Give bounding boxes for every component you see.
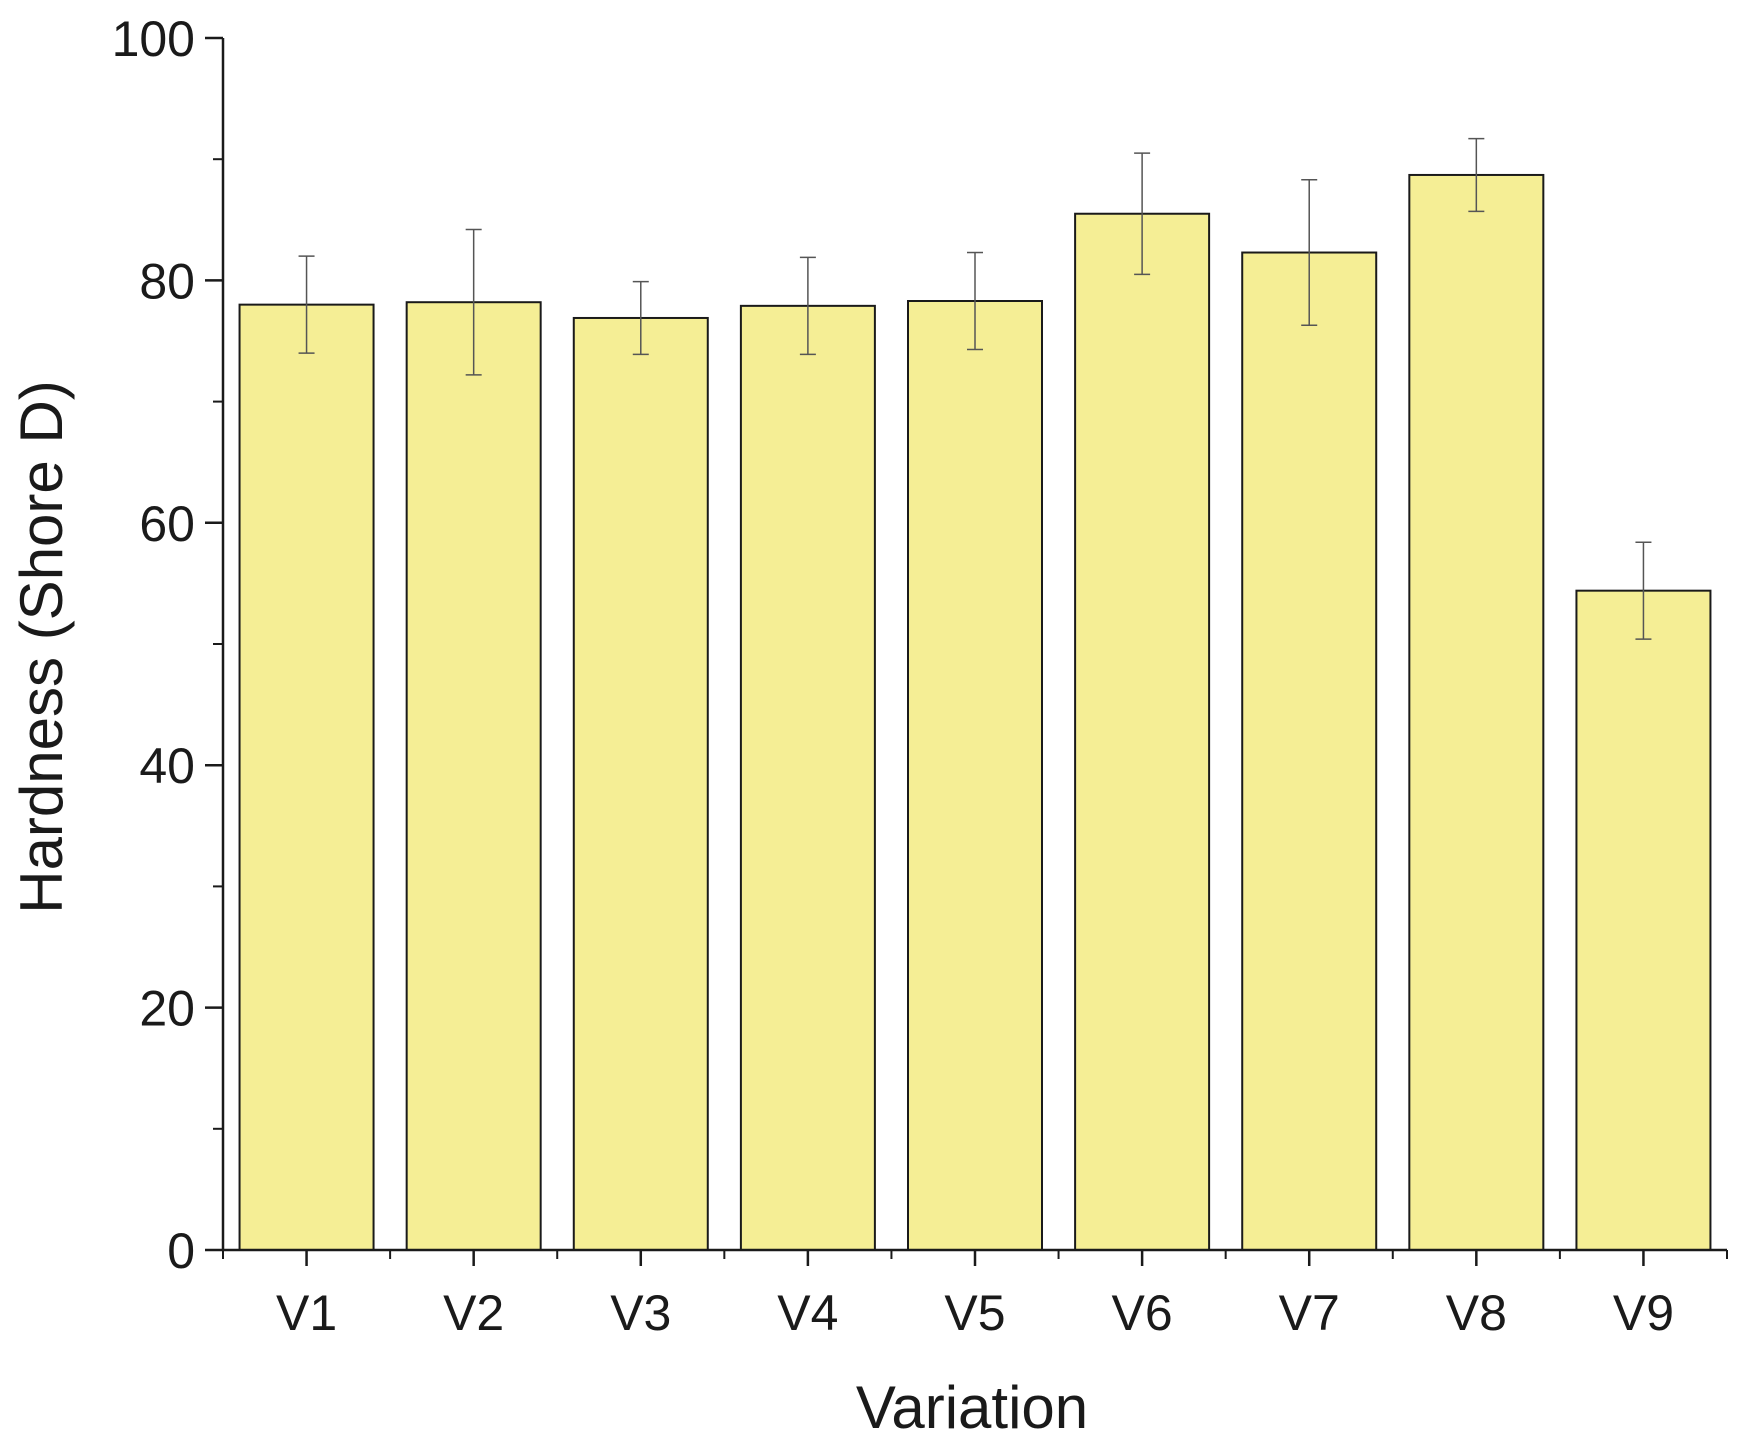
y-tick-label-0: 0: [167, 1223, 195, 1279]
tick-labels-group: V1 V2 V3 V4 V5 V6 V7 V8 V9 0 20 40 60 80 100: [112, 11, 1674, 1341]
error-bar-v4: [799, 256, 816, 356]
error-bar-v8: [1468, 137, 1485, 213]
error-bar-v3: [632, 280, 649, 356]
bar-v1: [238, 303, 375, 1251]
x-tick-label-v8: V8: [1446, 1285, 1507, 1341]
y-tick-label-60: 60: [139, 496, 195, 552]
error-bar-v9: [1635, 541, 1652, 640]
x-tick-label-v5: V5: [944, 1285, 1005, 1341]
bar-v2: [405, 301, 542, 1251]
bar-v8: [1408, 173, 1545, 1251]
x-tick-label-v3: V3: [610, 1285, 671, 1341]
error-bar-v1: [298, 255, 315, 354]
y-tick-label-40: 40: [139, 738, 195, 794]
x-tick-label-v9: V9: [1613, 1285, 1674, 1341]
axes-group: [205, 36, 1728, 1266]
y-tick-label-80: 80: [139, 253, 195, 309]
x-tick-label-v7: V7: [1279, 1285, 1340, 1341]
y-tick-label-20: 20: [139, 981, 195, 1037]
bar-v9: [1575, 589, 1712, 1251]
x-axis-title: Variation: [856, 1374, 1088, 1441]
bar-v5: [907, 300, 1043, 1251]
bar-v6: [1074, 212, 1211, 1252]
x-tick-label-v1: V1: [276, 1285, 337, 1341]
error-bar-v2: [465, 228, 482, 376]
y-tick-label-100: 100: [112, 11, 195, 67]
bar-v4: [739, 304, 876, 1251]
bar-v7: [1241, 251, 1378, 1252]
x-tick-label-v6: V6: [1112, 1285, 1173, 1341]
error-bar-v7: [1301, 179, 1318, 326]
bar-v3: [572, 316, 709, 1251]
error-bars-group: [298, 137, 1652, 640]
x-tick-label-v4: V4: [777, 1285, 838, 1341]
x-tick-label-v2: V2: [443, 1285, 504, 1341]
error-bar-v5: [967, 251, 983, 351]
error-bar-v6: [1134, 152, 1151, 276]
y-axis-title: Hardness (Shore D): [8, 380, 75, 914]
bars-group: [238, 173, 1712, 1252]
